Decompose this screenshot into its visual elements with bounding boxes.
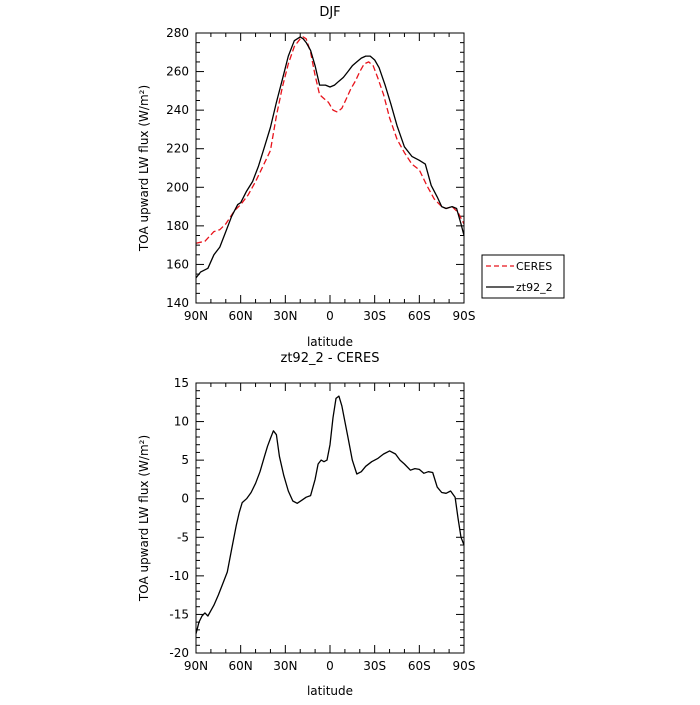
y-tick-label: -15 bbox=[169, 607, 189, 621]
y-ticks: -20 -15 -10 -5 0 5 10 15 bbox=[169, 376, 464, 660]
x-tick-label: 90S bbox=[453, 309, 476, 323]
y-tick-label: 220 bbox=[166, 142, 189, 156]
x-tick-label: 90N bbox=[184, 659, 208, 673]
x-tick-label: 0 bbox=[326, 659, 334, 673]
y-tick-label: 280 bbox=[166, 26, 189, 40]
x-tick-label: 60S bbox=[408, 659, 431, 673]
y-tick-label: 5 bbox=[181, 453, 189, 467]
series-group bbox=[195, 36, 465, 279]
x-axis-title: latitude bbox=[307, 684, 353, 698]
x-ticks: 90N 60N 30N 0 30S 60S 90S bbox=[184, 33, 476, 323]
series-group bbox=[195, 395, 465, 634]
y-tick-label: 260 bbox=[166, 65, 189, 79]
chart-panel-djf: DJF 90N 60N 30N 0 30S 60S 90S 140 160 180 200 220 2… bbox=[137, 5, 565, 349]
y-tick-label: 140 bbox=[166, 296, 189, 310]
x-tick-label: 30S bbox=[363, 309, 386, 323]
y-tick-label: -10 bbox=[169, 569, 189, 583]
y-tick-label: -20 bbox=[169, 646, 189, 660]
y-tick-label: -5 bbox=[177, 530, 189, 544]
x-tick-label: 90S bbox=[453, 659, 476, 673]
y-tick-label: 160 bbox=[166, 257, 189, 271]
legend-label-zt92-2: zt92_2 bbox=[516, 281, 553, 294]
y-axis-title: TOA upward LW flux (W/m²) bbox=[137, 435, 151, 602]
x-axis-title: latitude bbox=[307, 335, 353, 349]
series-line-zt92-2 bbox=[195, 36, 465, 279]
chart-panel-difference: zt92_2 - CERES 90N 60N 30N 0 30S 60S 90S -20 -1… bbox=[137, 351, 475, 698]
plot-frame bbox=[195, 32, 465, 304]
y-tick-label: 0 bbox=[181, 492, 189, 506]
legend-box bbox=[481, 254, 565, 299]
x-tick-label: 60S bbox=[408, 309, 431, 323]
chart-title: DJF bbox=[319, 5, 340, 20]
x-tick-label: 30N bbox=[273, 659, 297, 673]
series-line-ceres bbox=[195, 36, 465, 244]
x-tick-label: 60N bbox=[229, 659, 253, 673]
y-axis-title: TOA upward LW flux (W/m²) bbox=[137, 85, 151, 252]
x-ticks: 90N 60N 30N 0 30S 60S 90S bbox=[184, 383, 476, 673]
legend-label-ceres: CERES bbox=[516, 260, 552, 273]
y-tick-label: 180 bbox=[166, 219, 189, 233]
chart-title: zt92_2 - CERES bbox=[281, 351, 380, 366]
x-tick-label: 90N bbox=[184, 309, 208, 323]
y-tick-label: 200 bbox=[166, 180, 189, 194]
x-tick-label: 0 bbox=[326, 309, 334, 323]
x-tick-label: 60N bbox=[229, 309, 253, 323]
y-tick-label: 240 bbox=[166, 103, 189, 117]
y-tick-label: 10 bbox=[174, 415, 189, 429]
y-tick-label: 15 bbox=[174, 376, 189, 390]
x-tick-label: 30S bbox=[363, 659, 386, 673]
series-line-difference bbox=[195, 395, 465, 634]
legend: CERES zt92_2 bbox=[481, 254, 565, 299]
plot-frame bbox=[195, 382, 465, 654]
x-tick-label: 30N bbox=[273, 309, 297, 323]
y-ticks: 140 160 180 200 220 240 260 280 bbox=[166, 26, 464, 310]
